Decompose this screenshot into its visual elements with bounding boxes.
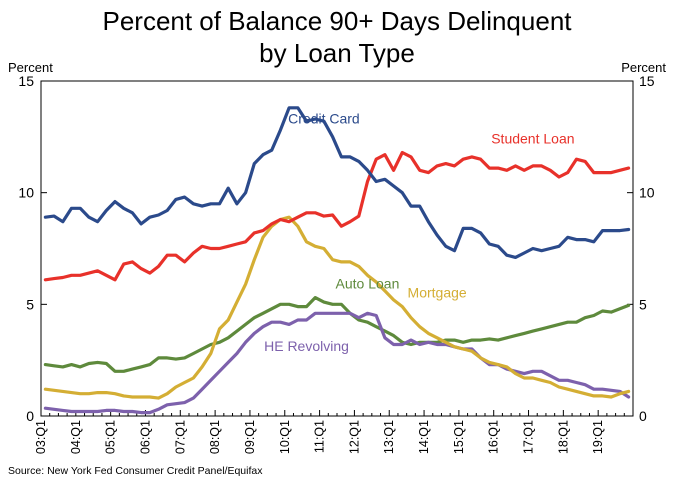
y-tick-label-left: 10 [18,185,34,201]
y-tick-label-right: 0 [639,408,647,424]
series-label-mortgage: Mortgage [408,285,467,301]
series-line-he-revolving [43,311,631,415]
y-tick-label-right: 10 [639,185,655,201]
x-tick-label: 17:Q1 [522,420,536,454]
y-axis-right: 0 5 10 15 [627,73,655,424]
x-tick-label: 07:Q1 [173,420,187,454]
x-tick-label: 13:Q1 [382,420,396,454]
left-axis-unit-label: Percent [8,60,53,75]
series-label-auto-loan: Auto Loan [336,276,400,292]
right-axis-unit-label: Percent [621,60,666,75]
series-line-auto-loan [43,296,631,373]
series-labels: Credit Card Student Loan Mortgage Auto Loan… [264,110,574,354]
series-line-mortgage [43,215,631,400]
y-tick-label-left: 15 [18,73,34,89]
x-tick-label: 12:Q1 [347,420,361,454]
x-axis: 03:Q1 04:Q1 05:Q1 06:Q1 07:Q1 08:Q1 09:Q1 10:Q1… [34,410,634,454]
x-tick-label: 11:Q1 [313,420,327,453]
x-tick-label: 14:Q1 [417,420,431,454]
x-tick-label: 15:Q1 [452,420,466,454]
y-tick-label-left: 5 [26,296,34,312]
x-tick-label: 03:Q1 [34,420,48,454]
series-label-student-loan: Student Loan [491,131,574,147]
x-tick-label: 19:Q1 [591,420,605,454]
series-lines [43,106,631,415]
x-tick-label: 18:Q1 [556,420,570,454]
x-tick-label: 10:Q1 [278,420,292,454]
x-tick-label: 05:Q1 [104,420,118,454]
chart-title-line-1: Percent of Balance 90+ Days Delinquent [102,6,572,36]
x-tick-label: 16:Q1 [487,420,501,454]
chart-title-line-2: by Loan Type [259,38,415,68]
y-tick-label-right: 15 [639,73,655,89]
y-tick-label-right: 5 [639,296,647,312]
x-tick-label: 04:Q1 [69,420,83,454]
x-tick-label: 06:Q1 [138,420,152,454]
x-tick-label: 09:Q1 [243,420,257,454]
source-note: Source: New York Fed Consumer Credit Pan… [8,465,263,477]
x-tick-label: 08:Q1 [208,420,222,454]
y-tick-label-left: 0 [26,408,34,424]
y-axis-left: 0 5 10 15 [18,73,47,424]
series-line-credit-card [43,106,631,259]
series-label-credit-card: Credit Card [288,110,360,126]
series-line-student-loan [43,150,631,282]
series-label-he-revolving: HE Revolving [264,338,349,354]
